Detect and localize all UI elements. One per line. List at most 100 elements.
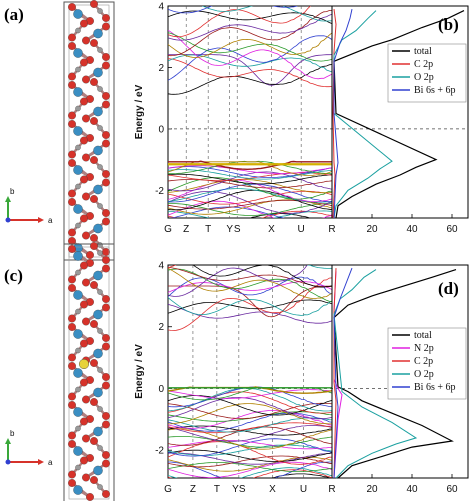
o-atom bbox=[68, 228, 76, 237]
o-atom bbox=[102, 22, 110, 31]
c-atom bbox=[75, 269, 81, 276]
band-line bbox=[168, 6, 298, 14]
legend-label: N 2p bbox=[414, 343, 434, 354]
dos-curve-c2p bbox=[333, 268, 337, 479]
panel-a-crystal-structure bbox=[63, 0, 115, 261]
b-axis-arrowhead bbox=[5, 438, 11, 444]
o-atom bbox=[90, 242, 98, 250]
band-line bbox=[249, 213, 313, 218]
dos-curve-bi bbox=[333, 267, 353, 479]
legend-label: O 2p bbox=[414, 72, 434, 83]
o-atom bbox=[82, 75, 90, 84]
o-atom bbox=[102, 61, 110, 70]
c-atom bbox=[97, 47, 103, 53]
band-line bbox=[168, 473, 331, 478]
o-atom bbox=[68, 159, 76, 167]
c-atom bbox=[75, 425, 81, 432]
band-line bbox=[168, 29, 332, 80]
c-atom bbox=[97, 125, 103, 131]
a-axis-arrowhead bbox=[38, 459, 44, 465]
bi-atom bbox=[73, 204, 83, 214]
legend-label: total bbox=[414, 46, 432, 57]
panel-a-axis-indicator: ba bbox=[5, 187, 53, 225]
dos-x-tick-label: 20 bbox=[366, 484, 378, 495]
dos-curve-total bbox=[333, 10, 465, 219]
o-atom bbox=[90, 117, 98, 125]
band-line bbox=[168, 436, 332, 448]
o-atom bbox=[82, 278, 90, 287]
band-line bbox=[168, 54, 332, 73]
legend-label: O 2p bbox=[414, 369, 434, 380]
o-atom bbox=[68, 245, 76, 253]
c-atom bbox=[75, 386, 81, 393]
dos-curve-total bbox=[333, 269, 457, 479]
o-atom bbox=[68, 401, 76, 409]
o-atom bbox=[80, 136, 88, 145]
o-atom bbox=[82, 434, 90, 443]
bi-atom bbox=[93, 387, 103, 398]
legend-label: C 2p bbox=[414, 59, 433, 70]
o-atom bbox=[90, 359, 98, 367]
o-atom bbox=[102, 139, 110, 148]
o-atom bbox=[102, 459, 110, 468]
band-line bbox=[168, 426, 332, 446]
o-atom bbox=[82, 36, 90, 45]
band-frame bbox=[167, 264, 333, 479]
band-line bbox=[168, 165, 332, 175]
c-atom bbox=[75, 222, 81, 229]
o-atom bbox=[68, 3, 76, 11]
o-atom bbox=[102, 303, 110, 312]
o-atom bbox=[68, 479, 76, 487]
o-atom bbox=[68, 284, 76, 292]
o-atom bbox=[90, 195, 98, 203]
o-atom bbox=[80, 456, 88, 465]
o-atom bbox=[90, 476, 98, 484]
o-atom bbox=[90, 156, 98, 164]
band-line bbox=[168, 388, 332, 412]
band-line bbox=[168, 452, 332, 465]
y-axis-label: Energy / eV bbox=[134, 84, 145, 139]
o-atom bbox=[68, 237, 76, 245]
band-line bbox=[168, 13, 332, 41]
o-atom bbox=[80, 300, 88, 309]
bi-atom bbox=[93, 145, 103, 156]
o-atom bbox=[102, 100, 110, 109]
o-atom bbox=[86, 251, 94, 259]
o-atom bbox=[102, 53, 110, 61]
bi-atom bbox=[93, 67, 103, 78]
o-atom bbox=[68, 189, 76, 198]
o-atom bbox=[102, 420, 110, 429]
c-atom bbox=[97, 86, 103, 92]
band-line bbox=[168, 412, 332, 432]
c-atom bbox=[75, 347, 81, 354]
o-atom bbox=[102, 334, 110, 342]
bi-atom bbox=[73, 251, 83, 261]
o-atom bbox=[68, 33, 76, 42]
panel-c-crystal-structure bbox=[63, 242, 115, 501]
o-atom bbox=[80, 58, 88, 67]
o-atom bbox=[102, 248, 110, 256]
band-line bbox=[168, 177, 332, 200]
panel-d-letter: (d) bbox=[438, 279, 459, 298]
band-line bbox=[168, 297, 332, 316]
o-atom bbox=[80, 261, 88, 270]
kpoint-label: Z bbox=[183, 224, 189, 235]
o-atom bbox=[80, 339, 88, 348]
band-line bbox=[168, 160, 332, 171]
o-atom bbox=[90, 437, 98, 445]
band-line bbox=[168, 403, 332, 425]
o-atom bbox=[68, 81, 76, 89]
o-atom bbox=[82, 192, 90, 201]
band-lines bbox=[168, 6, 332, 218]
kpoint-label: G bbox=[164, 224, 172, 235]
band-line bbox=[168, 440, 332, 450]
band-line bbox=[168, 417, 332, 433]
o-atom bbox=[82, 317, 90, 326]
o-atom bbox=[102, 217, 110, 226]
bi-atom bbox=[93, 348, 103, 359]
o-atom bbox=[90, 320, 98, 328]
dos-x-tick-label: 60 bbox=[446, 224, 458, 235]
band-line bbox=[168, 64, 332, 95]
